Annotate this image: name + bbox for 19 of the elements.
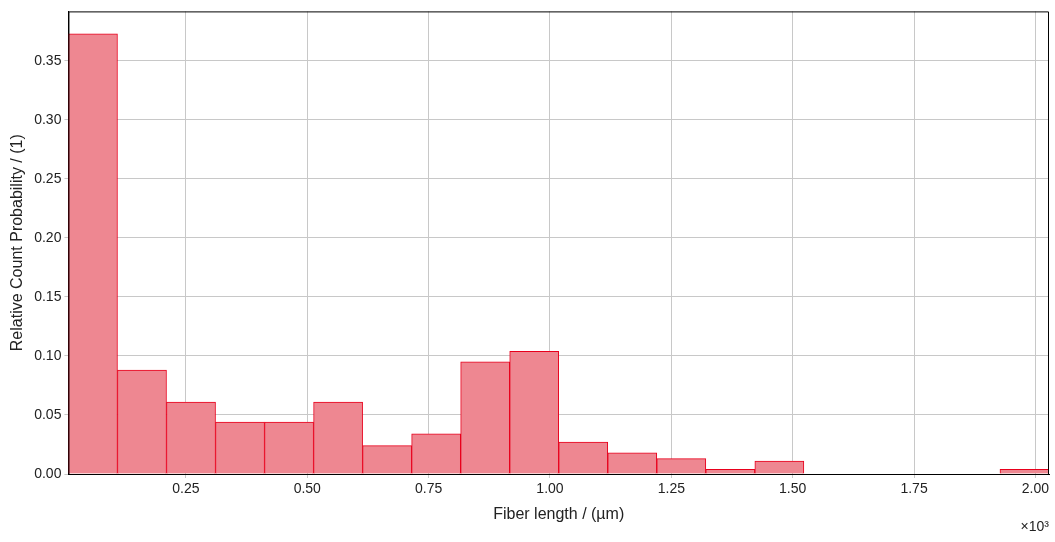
- y-tick-label: 0.15: [34, 287, 62, 304]
- y-axis-title: Relative Count Probability / (1): [8, 134, 26, 352]
- x-tick-label: 0.25: [172, 480, 200, 497]
- x-tick-label: 1.00: [536, 480, 564, 497]
- y-tick-label: 0.20: [34, 228, 62, 245]
- x-tick-label: 2.00: [1021, 480, 1050, 497]
- y-tick-label: 0.35: [34, 51, 62, 68]
- x-tick-label: 0.50: [293, 480, 322, 497]
- y-tick-label: 0.25: [34, 169, 62, 186]
- x-tick-label: 1.50: [779, 480, 807, 497]
- y-tick-label: 0.30: [34, 110, 62, 127]
- x-axis-title: Fiber length / (µm): [493, 504, 625, 522]
- x-tick-label: 1.25: [657, 480, 686, 497]
- y-tick-label: 0.05: [34, 405, 62, 422]
- y-tick-label: 0.00: [34, 464, 62, 481]
- y-tick-label: 0.10: [34, 346, 62, 363]
- x-tick-label: 0.75: [415, 480, 443, 497]
- x-tick-label: 1.75: [900, 480, 928, 497]
- text: ×10³: [1020, 517, 1050, 534]
